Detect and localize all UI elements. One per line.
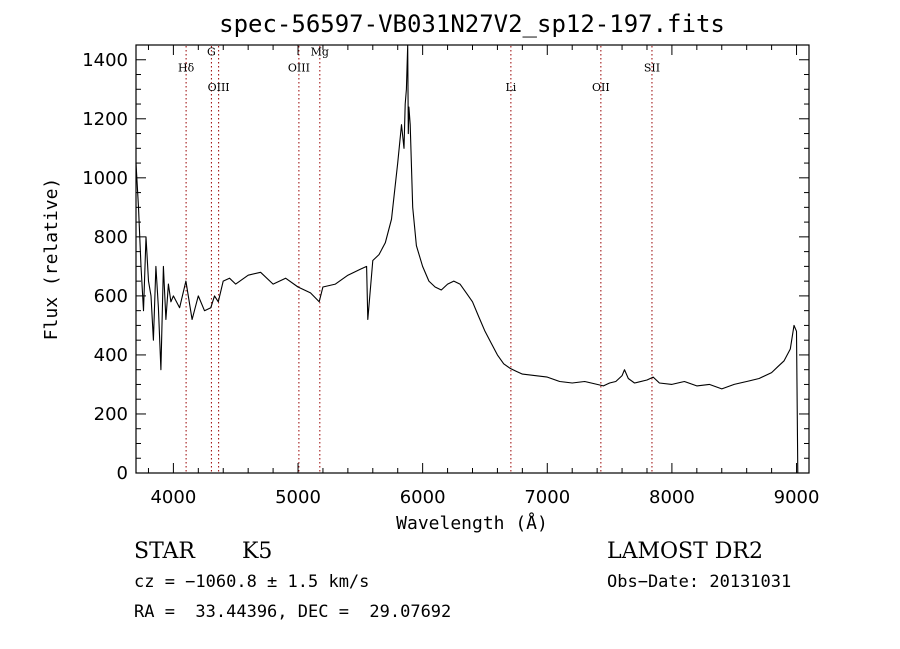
spectral-subclass: K5 (242, 539, 273, 564)
y-axis-ticks: 0 200 400 600 800 1000 1200 1400 (82, 50, 809, 484)
x-tick-label: 8000 (649, 487, 695, 508)
marker-label-1: G (207, 45, 216, 58)
observation-date: Obs−Date: 20131031 (607, 572, 792, 592)
y-tick-label: 1400 (82, 50, 128, 71)
x-tick-label: 5000 (275, 487, 321, 508)
redshift-cz: cz = −1060.8 ± 1.5 km/s (134, 572, 370, 592)
y-tick-label: 1200 (82, 109, 128, 130)
x-tick-label: 4000 (150, 487, 196, 508)
y-tick-label: 1000 (82, 168, 128, 189)
y-tick-label: 400 (94, 345, 128, 366)
plot-frame (135, 44, 810, 474)
marker-label-6: OII (592, 81, 610, 94)
x-axis-label: Wavelength (Å) (396, 512, 548, 534)
marker-label-3: OIII (288, 62, 310, 75)
chart-title: spec-56597-VB031N27V2_sp12-197.fits (219, 10, 725, 38)
marker-label-4: Mg (311, 45, 329, 58)
marker-label-0: Hδ (178, 62, 195, 75)
marker-label-2: OIII (208, 81, 230, 94)
y-axis-label: Flux (relative) (41, 178, 62, 341)
y-tick-label: 0 (117, 463, 128, 484)
x-tick-label: 9000 (774, 487, 820, 508)
marker-label-7: SII (644, 62, 660, 75)
y-tick-label: 200 (94, 404, 128, 425)
spectrum-line-0 (135, 44, 799, 474)
y-tick-label: 600 (94, 286, 128, 307)
x-axis-ticks: 4000 5000 6000 7000 8000 9000 (147, 45, 820, 508)
object-class: STAR (134, 539, 195, 564)
x-tick-label: 6000 (400, 487, 446, 508)
marker-label-5: Li (505, 81, 516, 94)
coordinates: RA = 33.44396, DEC = 29.07692 (134, 602, 452, 622)
spectrum-series (135, 44, 799, 474)
survey-name: LAMOST DR2 (607, 539, 763, 564)
x-tick-label: 7000 (524, 487, 570, 508)
y-tick-label: 800 (94, 227, 128, 248)
